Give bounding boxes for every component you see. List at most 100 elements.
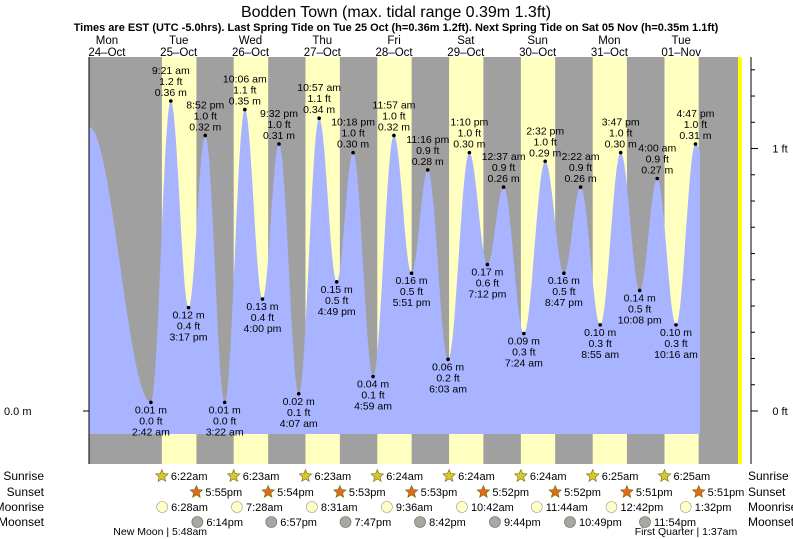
day-header-date: 25–Oct <box>160 47 198 59</box>
tide-time: 5:51 pm <box>393 297 431 309</box>
day-header-dow: Mon <box>96 35 118 47</box>
moonset-icon <box>339 516 352 528</box>
tide-point <box>655 176 660 181</box>
sunrise-star-icon <box>657 468 672 482</box>
row-label-left: Moonset <box>0 515 45 529</box>
tide-height-ft: 0.9 ft <box>646 154 669 166</box>
sunset-time: 5:52pm <box>492 487 529 499</box>
tide-point <box>149 400 153 405</box>
tide-time: 9:21 am <box>152 65 190 77</box>
tide-time: 3:22 am <box>206 426 244 438</box>
sunrise-star-icon <box>513 468 528 482</box>
tide-height-m: 0.31 m <box>263 130 295 142</box>
tide-height-ft: 1.1 ft <box>233 85 256 97</box>
tide-labels: 0.01 m0.0 ft2:42 am0.36 m1.2 ft9:21 am0.… <box>132 65 715 438</box>
tide-height-ft: 1.0 ft <box>382 110 405 122</box>
moonrise-icon <box>679 501 692 513</box>
tide-point <box>296 391 301 396</box>
axes: 0.0 m 0 ft 1 ft <box>4 57 788 464</box>
tide-height-ft: 0.5 ft <box>552 286 575 298</box>
tide-time: 12:37 am <box>482 151 526 163</box>
tide-height-m: 0.12 m <box>172 310 204 322</box>
moonrise-icon <box>381 501 393 513</box>
day-header-dow: Tue <box>169 35 188 47</box>
day-header-date: 26–Oct <box>232 47 270 59</box>
day-header-dow: Thu <box>312 35 332 47</box>
tide-time: 10:18 pm <box>331 117 375 129</box>
sunset-time: 5:53pm <box>421 487 458 499</box>
moonrise-time: 10:42am <box>471 502 514 514</box>
tide-height-m: 0.32 m <box>378 121 410 133</box>
right-tick-label: 0 ft <box>772 406 787 418</box>
tide-height-ft: 0.5 ft <box>325 295 348 307</box>
sunset-star-icon <box>189 484 204 498</box>
moonrise-icon <box>306 501 318 513</box>
tide-height-ft: 0.5 ft <box>400 286 423 298</box>
tide-time: 8:47 pm <box>545 297 583 309</box>
tide-point <box>371 374 375 379</box>
tide-point <box>425 168 430 172</box>
tide-area <box>89 101 700 434</box>
tide-height-m: 0.09 m <box>508 336 540 348</box>
row-label-right: Sunrise <box>748 469 789 483</box>
sunrise-time: 6:24am <box>386 471 423 483</box>
sunrise-star-icon <box>370 468 385 482</box>
tide-height-m: 0.32 m <box>189 121 221 133</box>
day-header-date: 29–Oct <box>447 47 485 59</box>
tide-point <box>351 150 355 155</box>
day-header-dow: Fri <box>387 35 400 47</box>
tide-height-ft: 0.4 ft <box>177 321 200 333</box>
chart-title: Bodden Town (max. tidal range 0.39m 1.3f… <box>241 4 551 21</box>
tide-height-ft: 1.0 ft <box>458 128 481 140</box>
row-label-right: Moonrise <box>748 500 793 514</box>
tide-point <box>186 305 191 310</box>
sunset-time: 5:54pm <box>277 487 314 499</box>
moonrise-time: 7:28am <box>246 502 283 514</box>
day-headers: Mon24–OctTue25–OctWed26–OctThu27–OctFri2… <box>88 35 701 59</box>
moonset-icon <box>564 516 576 528</box>
chart-subtitle: Times are EST (UTC -5.0hrs). Last Spring… <box>74 22 719 34</box>
moonset-icon <box>414 516 426 528</box>
tide-point <box>446 357 450 362</box>
tide-height-m: 0.10 m <box>660 327 692 339</box>
sunset-star-icon <box>261 484 276 498</box>
tide-height-ft: 0.1 ft <box>361 390 384 402</box>
tide-height-m: 0.17 m <box>471 267 503 279</box>
tide-time: 10:16 am <box>654 349 698 361</box>
tide-point <box>334 280 339 284</box>
day-header-date: 27–Oct <box>304 47 342 59</box>
sunset-time: 5:53pm <box>349 487 386 499</box>
tide-point <box>693 142 698 146</box>
moonset-icon <box>489 516 501 528</box>
tide-point <box>578 185 583 189</box>
tide-time: 4:59 am <box>354 401 392 413</box>
tide-height-ft: 0.3 ft <box>589 338 612 350</box>
sunrise-time: 6:23am <box>243 471 280 483</box>
tide-height-m: 0.26 m <box>565 173 597 185</box>
tide-height-m: 0.30 m <box>337 139 369 151</box>
tide-point <box>409 271 414 276</box>
tide-point <box>543 159 547 164</box>
tide-height-m: 0.16 m <box>548 275 580 287</box>
moonset-icon <box>639 516 651 528</box>
sunset-time: 5:51pm <box>708 487 745 499</box>
tide-height-ft: 0.0 ft <box>139 415 162 427</box>
tide-height-ft: 1.0 ft <box>267 119 290 131</box>
moonrise-icon <box>605 501 618 513</box>
tide-height-m: 0.16 m <box>396 275 428 287</box>
moonset-icon <box>191 516 204 528</box>
tide-time: 4:00 am <box>638 143 676 155</box>
tide-time: 1:10 pm <box>450 117 488 129</box>
tide-height-ft: 0.9 ft <box>569 162 592 174</box>
tide-time: 2:32 pm <box>526 125 564 137</box>
tide-time: 4:47 pm <box>676 108 714 120</box>
moonrise-time: 8:31am <box>321 502 358 514</box>
moonrise-time: 1:32pm <box>695 502 732 514</box>
sunrise-time: 6:22am <box>171 471 208 483</box>
tide-time: 11:16 pm <box>406 134 449 146</box>
day-header-dow: Sat <box>457 35 475 47</box>
moonset-time: 6:14pm <box>206 517 243 529</box>
sunrise-time: 6:25am <box>602 471 639 483</box>
moonrise-icon <box>531 501 543 513</box>
tide-point <box>277 142 281 146</box>
